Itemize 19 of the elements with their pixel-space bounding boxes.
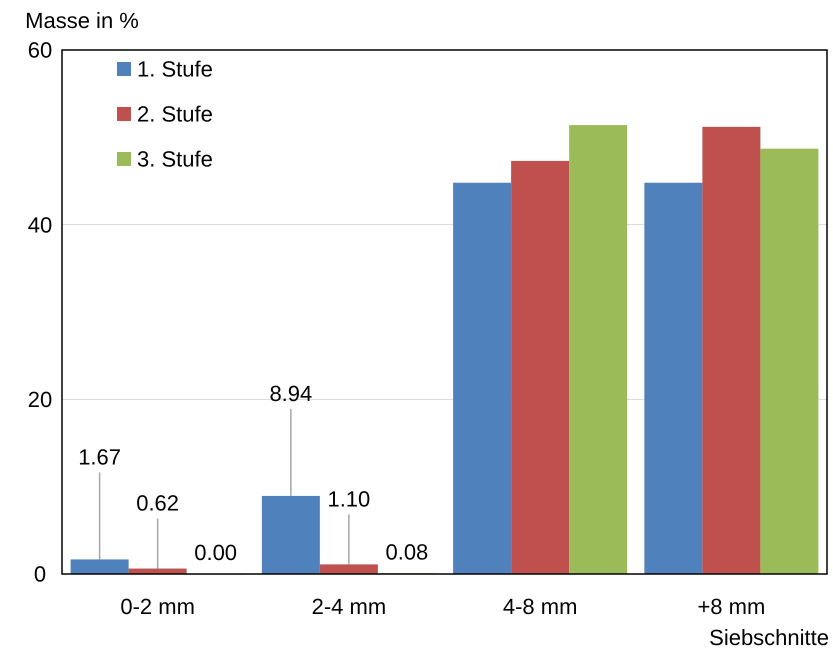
y-axis-title: Masse in % [25, 8, 139, 33]
y-tick-label: 60 [28, 38, 52, 63]
y-tick-label: 20 [28, 387, 52, 412]
data-label: 8.94 [269, 380, 312, 406]
legend-label: 2. Stufe [137, 102, 213, 127]
data-label: 0.62 [136, 490, 180, 516]
data-label: 1.67 [78, 444, 122, 470]
y-tick-label: 0 [34, 562, 46, 587]
y-tick-label: 40 [28, 212, 52, 238]
data-label: 0.00 [194, 540, 238, 565]
x-axis-title: Siebschnitte [709, 625, 829, 650]
x-tick-label: 2-4 mm [312, 594, 386, 619]
x-tick-label: 0-2 mm [120, 594, 195, 619]
data-label: 0.08 [385, 539, 428, 564]
legend-label: 3. Stufe [137, 146, 213, 172]
x-tick-label: +8 mm [697, 594, 766, 619]
legend-label: 1. Stufe [137, 56, 213, 82]
x-tick-label: 4-8 mm [502, 594, 578, 619]
data-label: 1.10 [327, 486, 370, 512]
